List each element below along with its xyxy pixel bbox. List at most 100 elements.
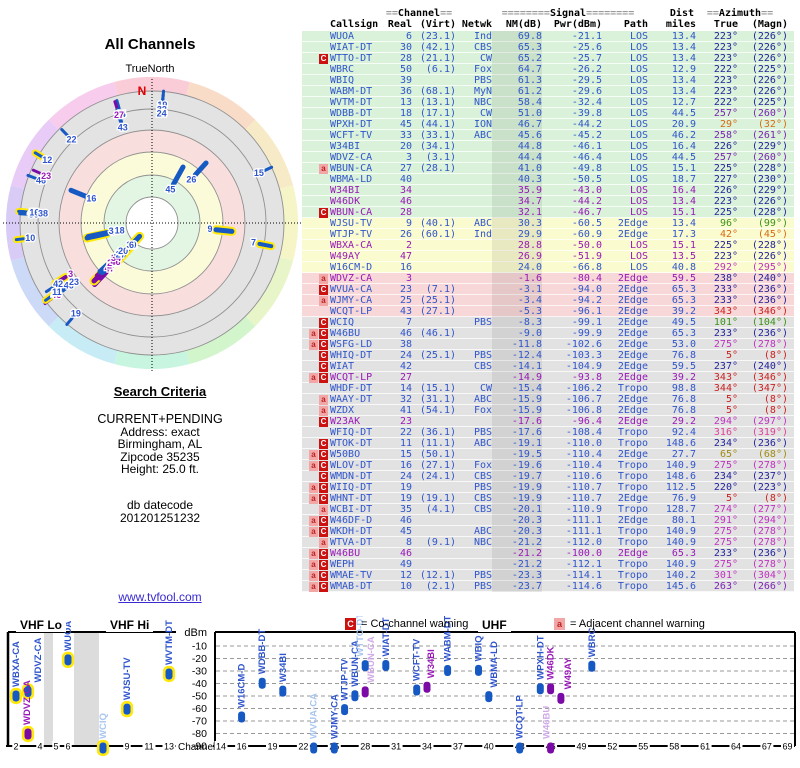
cell-real: 46 (399, 548, 412, 559)
tick-backing (162, 741, 176, 752)
cell-pwr_dbm: -106.7 (565, 394, 602, 405)
tick-backing (667, 741, 681, 752)
radar-spoke (53, 275, 68, 286)
cell-virt (412, 262, 456, 273)
table-row: WHDF-DT 14 (15.1) CW -15.4 -106.2 Tropo 98.8 344… (302, 383, 794, 394)
cell-real: 9 (405, 218, 412, 229)
dbm-tick-label: -50 (192, 691, 207, 703)
cell-dist_miles: 13.4 (671, 53, 696, 64)
radar-channel-label: 33 (109, 226, 119, 236)
cell-az_magn: (225°) (751, 97, 788, 108)
channel-tick-label: 49 (576, 742, 586, 752)
cell-netwk (456, 273, 492, 284)
col-path: Path (623, 19, 648, 30)
cell-dist_miles: 80.1 (671, 515, 696, 526)
cell-pwr_dbm: -80.4 (571, 273, 602, 284)
tick-backing (760, 741, 774, 752)
radar-spoke (160, 97, 165, 109)
radar-rim-sector (245, 257, 294, 327)
cell-netwk: PBS (473, 482, 492, 493)
radar-spoke (31, 168, 43, 175)
db-datecode-value: 201201251232 (119, 510, 201, 525)
signal-bar (536, 683, 544, 695)
table-row: a C W46BU 46 -21.2 -100.0 2Edge 65.3 233° (236°) (302, 548, 794, 559)
cell-callsign: WTVA-DT (330, 537, 373, 548)
co-channel-warning-badge: C (319, 516, 328, 526)
cell-dist_miles: 65.3 (671, 328, 696, 339)
cell-nm_db: 58.4 (492, 97, 542, 108)
cell-nm_db: 64.7 (492, 64, 542, 75)
radar-channel-label: 24 (51, 287, 61, 297)
cell-netwk: Ind (473, 229, 492, 240)
tick-backing (266, 741, 279, 752)
cell-az_magn: (260°) (751, 108, 788, 119)
cell-pwr_dbm: -99.9 (571, 328, 602, 339)
cell-path: Tropo (617, 482, 648, 493)
cell-real: 20 (399, 141, 412, 152)
cell-netwk: Fox (473, 64, 492, 75)
co-channel-warning-badge: C (319, 417, 328, 427)
cell-nm_db: -12.4 (492, 350, 542, 361)
cell-path: LOS (629, 86, 648, 97)
cell-pwr_dbm: -29.6 (571, 86, 602, 97)
channel-tick-label: 5 (53, 742, 58, 752)
cell-virt: (50.1) (419, 449, 456, 460)
cell-netwk (456, 559, 492, 570)
signal-table: ==Channel== ========Signal======== Dist … (302, 8, 794, 592)
table-rows: WUOA 6 (23.1) Ind 69.8 -21.1 LOS 13.4 223° (226°)… (302, 31, 794, 592)
cell-az_true: 223° (713, 53, 738, 64)
vhf-hi-label: VHF Hi (106, 618, 154, 632)
dbm-tick-label: -20 (192, 653, 207, 665)
criteria-line: Height: 25.0 ft. (120, 462, 200, 476)
cell-path: 2Edge (617, 394, 648, 405)
cell-nm_db: -20.3 (492, 526, 542, 537)
cell-path: LOS (629, 53, 648, 64)
cell-nm_db: 41.0 (492, 163, 542, 174)
cell-virt (412, 416, 456, 427)
radar-spoke (14, 237, 26, 242)
table-row: WVTM-DT 13 (13.1) NBC 58.4 -32.4 LOS 12.7 222° (2… (302, 97, 794, 108)
cell-netwk: Fox (473, 405, 492, 416)
tick-backing (12, 741, 20, 752)
warning-markers (302, 31, 328, 42)
cell-netwk (456, 163, 492, 174)
cell-callsign: WEPH (330, 559, 355, 570)
cell-pwr_dbm: -46.1 (571, 141, 602, 152)
channel-tick-label: 61 (700, 742, 710, 752)
tick-backing (142, 741, 156, 752)
cell-az_magn: (104°) (751, 317, 788, 328)
cell-real: 45 (399, 526, 412, 537)
cell-real: 25 (399, 295, 412, 306)
cell-az_true: 233° (713, 328, 738, 339)
cell-real: 46 (399, 515, 412, 526)
cell-callsign: WPXH-DT (330, 119, 373, 130)
cell-virt: (4.1) (425, 504, 456, 515)
cell-callsign: WCQT-LP (330, 306, 373, 317)
table-row: C WTOK-DT 11 (11.1) ABC -19.1 -110.0 Tropo 148.6… (302, 438, 794, 449)
cell-netwk (456, 196, 492, 207)
tvfool-link[interactable]: www.tvfool.com (118, 590, 202, 604)
cell-dist_miles: 76.8 (671, 394, 696, 405)
warning-markers: a (302, 405, 328, 416)
cell-callsign: WBMA-LD (330, 174, 373, 185)
cell-az_true: 275° (713, 537, 738, 548)
adjacent-channel-warning-badge: a (309, 494, 318, 504)
cell-callsign: WBXA-CA (330, 240, 373, 251)
cell-dist_miles: 46.2 (671, 130, 696, 141)
cell-netwk: ABC (473, 438, 492, 449)
cell-real: 13 (399, 97, 412, 108)
cell-dist_miles: 76.8 (671, 405, 696, 416)
cell-real: 30 (399, 42, 412, 53)
col-pwr: Pwr(dBm) (553, 19, 602, 30)
cell-az_true: 275° (713, 460, 738, 471)
radar-channel-label: 28 (107, 258, 117, 268)
signal-bar (557, 692, 565, 704)
cell-callsign: WJSU-TV (330, 218, 373, 229)
cell-pwr_dbm: -60.9 (571, 229, 602, 240)
cell-virt: (25.1) (419, 295, 456, 306)
cell-real: 50 (399, 64, 412, 75)
cell-real: 23 (399, 416, 412, 427)
tick-backing (296, 741, 310, 752)
cell-az_true: 226° (713, 141, 738, 152)
